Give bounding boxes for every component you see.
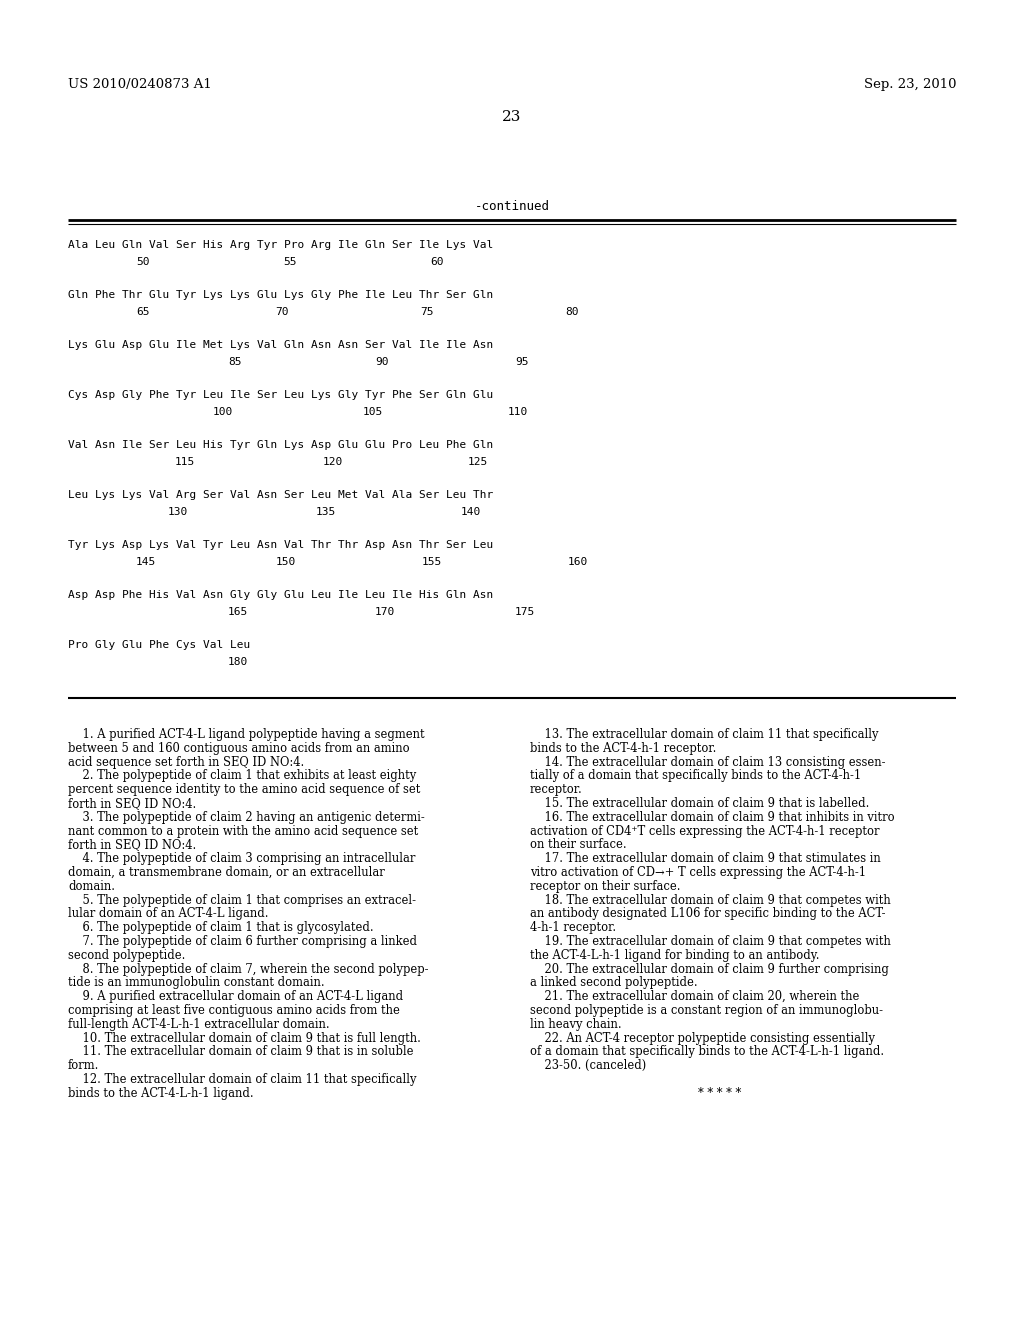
Text: 11. The extracellular domain of claim 9 that is in soluble: 11. The extracellular domain of claim 9 … bbox=[68, 1045, 414, 1059]
Text: lin heavy chain.: lin heavy chain. bbox=[530, 1018, 622, 1031]
Text: 150: 150 bbox=[276, 557, 296, 568]
Text: tide is an immunoglobulin constant domain.: tide is an immunoglobulin constant domai… bbox=[68, 977, 325, 990]
Text: 5. The polypeptide of claim 1 that comprises an extracel-: 5. The polypeptide of claim 1 that compr… bbox=[68, 894, 416, 907]
Text: vitro activation of CD→+ T cells expressing the ACT-4-h-1: vitro activation of CD→+ T cells express… bbox=[530, 866, 866, 879]
Text: of a domain that specifically binds to the ACT-4-L-h-1 ligand.: of a domain that specifically binds to t… bbox=[530, 1045, 884, 1059]
Text: 170: 170 bbox=[375, 607, 395, 616]
Text: 105: 105 bbox=[362, 407, 383, 417]
Text: 23-50. (canceled): 23-50. (canceled) bbox=[530, 1059, 646, 1072]
Text: full-length ACT-4-L-h-1 extracellular domain.: full-length ACT-4-L-h-1 extracellular do… bbox=[68, 1018, 330, 1031]
Text: US 2010/0240873 A1: US 2010/0240873 A1 bbox=[68, 78, 212, 91]
Text: 6. The polypeptide of claim 1 that is glycosylated.: 6. The polypeptide of claim 1 that is gl… bbox=[68, 921, 374, 935]
Text: 3. The polypeptide of claim 2 having an antigenic determi-: 3. The polypeptide of claim 2 having an … bbox=[68, 810, 425, 824]
Text: 90: 90 bbox=[375, 356, 388, 367]
Text: 9. A purified extracellular domain of an ACT-4-L ligand: 9. A purified extracellular domain of an… bbox=[68, 990, 403, 1003]
Text: receptor.: receptor. bbox=[530, 783, 583, 796]
Text: 50: 50 bbox=[136, 257, 150, 267]
Text: 22. An ACT-4 receptor polypeptide consisting essentially: 22. An ACT-4 receptor polypeptide consis… bbox=[530, 1032, 874, 1044]
Text: 175: 175 bbox=[515, 607, 536, 616]
Text: 18. The extracellular domain of claim 9 that competes with: 18. The extracellular domain of claim 9 … bbox=[530, 894, 891, 907]
Text: 23: 23 bbox=[503, 110, 521, 124]
Text: between 5 and 160 contiguous amino acids from an amino: between 5 and 160 contiguous amino acids… bbox=[68, 742, 410, 755]
Text: Sep. 23, 2010: Sep. 23, 2010 bbox=[863, 78, 956, 91]
Text: 7. The polypeptide of claim 6 further comprising a linked: 7. The polypeptide of claim 6 further co… bbox=[68, 935, 417, 948]
Text: domain, a transmembrane domain, or an extracellular: domain, a transmembrane domain, or an ex… bbox=[68, 866, 385, 879]
Text: 12. The extracellular domain of claim 11 that specifically: 12. The extracellular domain of claim 11… bbox=[68, 1073, 417, 1086]
Text: 60: 60 bbox=[430, 257, 443, 267]
Text: * * * * *: * * * * * bbox=[698, 1086, 741, 1100]
Text: 125: 125 bbox=[468, 457, 488, 467]
Text: forth in SEQ ID NO:4.: forth in SEQ ID NO:4. bbox=[68, 838, 197, 851]
Text: 100: 100 bbox=[213, 407, 233, 417]
Text: Tyr Lys Asp Lys Val Tyr Leu Asn Val Thr Thr Asp Asn Thr Ser Leu: Tyr Lys Asp Lys Val Tyr Leu Asn Val Thr … bbox=[68, 540, 494, 550]
Text: Cys Asp Gly Phe Tyr Leu Ile Ser Leu Lys Gly Tyr Phe Ser Gln Glu: Cys Asp Gly Phe Tyr Leu Ile Ser Leu Lys … bbox=[68, 389, 494, 400]
Text: 145: 145 bbox=[136, 557, 157, 568]
Text: 2. The polypeptide of claim 1 that exhibits at least eighty: 2. The polypeptide of claim 1 that exhib… bbox=[68, 770, 416, 783]
Text: 155: 155 bbox=[422, 557, 442, 568]
Text: 80: 80 bbox=[565, 308, 579, 317]
Text: the ACT-4-L-h-1 ligand for binding to an antibody.: the ACT-4-L-h-1 ligand for binding to an… bbox=[530, 949, 819, 962]
Text: a linked second polypeptide.: a linked second polypeptide. bbox=[530, 977, 697, 990]
Text: 160: 160 bbox=[568, 557, 588, 568]
Text: 13. The extracellular domain of claim 11 that specifically: 13. The extracellular domain of claim 11… bbox=[530, 729, 879, 741]
Text: form.: form. bbox=[68, 1059, 99, 1072]
Text: percent sequence identity to the amino acid sequence of set: percent sequence identity to the amino a… bbox=[68, 783, 421, 796]
Text: second polypeptide.: second polypeptide. bbox=[68, 949, 185, 962]
Text: domain.: domain. bbox=[68, 880, 115, 892]
Text: binds to the ACT-4-h-1 receptor.: binds to the ACT-4-h-1 receptor. bbox=[530, 742, 717, 755]
Text: lular domain of an ACT-4-L ligand.: lular domain of an ACT-4-L ligand. bbox=[68, 907, 268, 920]
Text: 140: 140 bbox=[461, 507, 481, 517]
Text: on their surface.: on their surface. bbox=[530, 838, 627, 851]
Text: 16. The extracellular domain of claim 9 that inhibits in vitro: 16. The extracellular domain of claim 9 … bbox=[530, 810, 895, 824]
Text: comprising at least five contiguous amino acids from the: comprising at least five contiguous amin… bbox=[68, 1005, 400, 1016]
Text: 15. The extracellular domain of claim 9 that is labelled.: 15. The extracellular domain of claim 9 … bbox=[530, 797, 869, 810]
Text: Ala Leu Gln Val Ser His Arg Tyr Pro Arg Ile Gln Ser Ile Lys Val: Ala Leu Gln Val Ser His Arg Tyr Pro Arg … bbox=[68, 240, 494, 249]
Text: tially of a domain that specifically binds to the ACT-4-h-1: tially of a domain that specifically bin… bbox=[530, 770, 861, 783]
Text: Leu Lys Lys Val Arg Ser Val Asn Ser Leu Met Val Ala Ser Leu Thr: Leu Lys Lys Val Arg Ser Val Asn Ser Leu … bbox=[68, 490, 494, 500]
Text: 115: 115 bbox=[175, 457, 196, 467]
Text: 165: 165 bbox=[228, 607, 248, 616]
Text: 17. The extracellular domain of claim 9 that stimulates in: 17. The extracellular domain of claim 9 … bbox=[530, 853, 881, 865]
Text: Val Asn Ile Ser Leu His Tyr Gln Lys Asp Glu Glu Pro Leu Phe Gln: Val Asn Ile Ser Leu His Tyr Gln Lys Asp … bbox=[68, 440, 494, 450]
Text: 21. The extracellular domain of claim 20, wherein the: 21. The extracellular domain of claim 20… bbox=[530, 990, 859, 1003]
Text: 135: 135 bbox=[316, 507, 336, 517]
Text: Pro Gly Glu Phe Cys Val Leu: Pro Gly Glu Phe Cys Val Leu bbox=[68, 640, 250, 649]
Text: 85: 85 bbox=[228, 356, 242, 367]
Text: receptor on their surface.: receptor on their surface. bbox=[530, 880, 681, 892]
Text: 65: 65 bbox=[136, 308, 150, 317]
Text: 20. The extracellular domain of claim 9 further comprising: 20. The extracellular domain of claim 9 … bbox=[530, 962, 889, 975]
Text: binds to the ACT-4-L-h-1 ligand.: binds to the ACT-4-L-h-1 ligand. bbox=[68, 1086, 254, 1100]
Text: 130: 130 bbox=[168, 507, 188, 517]
Text: 10. The extracellular domain of claim 9 that is full length.: 10. The extracellular domain of claim 9 … bbox=[68, 1032, 421, 1044]
Text: acid sequence set forth in SEQ ID NO:4.: acid sequence set forth in SEQ ID NO:4. bbox=[68, 755, 304, 768]
Text: second polypeptide is a constant region of an immunoglobu-: second polypeptide is a constant region … bbox=[530, 1005, 883, 1016]
Text: 75: 75 bbox=[420, 308, 433, 317]
Text: nant common to a protein with the amino acid sequence set: nant common to a protein with the amino … bbox=[68, 825, 418, 838]
Text: -continued: -continued bbox=[474, 201, 550, 213]
Text: Lys Glu Asp Glu Ile Met Lys Val Gln Asn Asn Ser Val Ile Ile Asn: Lys Glu Asp Glu Ile Met Lys Val Gln Asn … bbox=[68, 341, 494, 350]
Text: 110: 110 bbox=[508, 407, 528, 417]
Text: 1. A purified ACT-4-L ligand polypeptide having a segment: 1. A purified ACT-4-L ligand polypeptide… bbox=[68, 729, 425, 741]
Text: 55: 55 bbox=[283, 257, 297, 267]
Text: 70: 70 bbox=[275, 308, 289, 317]
Text: 14. The extracellular domain of claim 13 consisting essen-: 14. The extracellular domain of claim 13… bbox=[530, 755, 886, 768]
Text: 4-h-1 receptor.: 4-h-1 receptor. bbox=[530, 921, 616, 935]
Text: 120: 120 bbox=[323, 457, 343, 467]
Text: 4. The polypeptide of claim 3 comprising an intracellular: 4. The polypeptide of claim 3 comprising… bbox=[68, 853, 416, 865]
Text: Asp Asp Phe His Val Asn Gly Gly Glu Leu Ile Leu Ile His Gln Asn: Asp Asp Phe His Val Asn Gly Gly Glu Leu … bbox=[68, 590, 494, 601]
Text: activation of CD4⁺T cells expressing the ACT-4-h-1 receptor: activation of CD4⁺T cells expressing the… bbox=[530, 825, 880, 838]
Text: 180: 180 bbox=[228, 657, 248, 667]
Text: 8. The polypeptide of claim 7, wherein the second polypep-: 8. The polypeptide of claim 7, wherein t… bbox=[68, 962, 428, 975]
Text: an antibody designated L106 for specific binding to the ACT-: an antibody designated L106 for specific… bbox=[530, 907, 886, 920]
Text: forth in SEQ ID NO:4.: forth in SEQ ID NO:4. bbox=[68, 797, 197, 810]
Text: 95: 95 bbox=[515, 356, 528, 367]
Text: 19. The extracellular domain of claim 9 that competes with: 19. The extracellular domain of claim 9 … bbox=[530, 935, 891, 948]
Text: Gln Phe Thr Glu Tyr Lys Lys Glu Lys Gly Phe Ile Leu Thr Ser Gln: Gln Phe Thr Glu Tyr Lys Lys Glu Lys Gly … bbox=[68, 290, 494, 300]
